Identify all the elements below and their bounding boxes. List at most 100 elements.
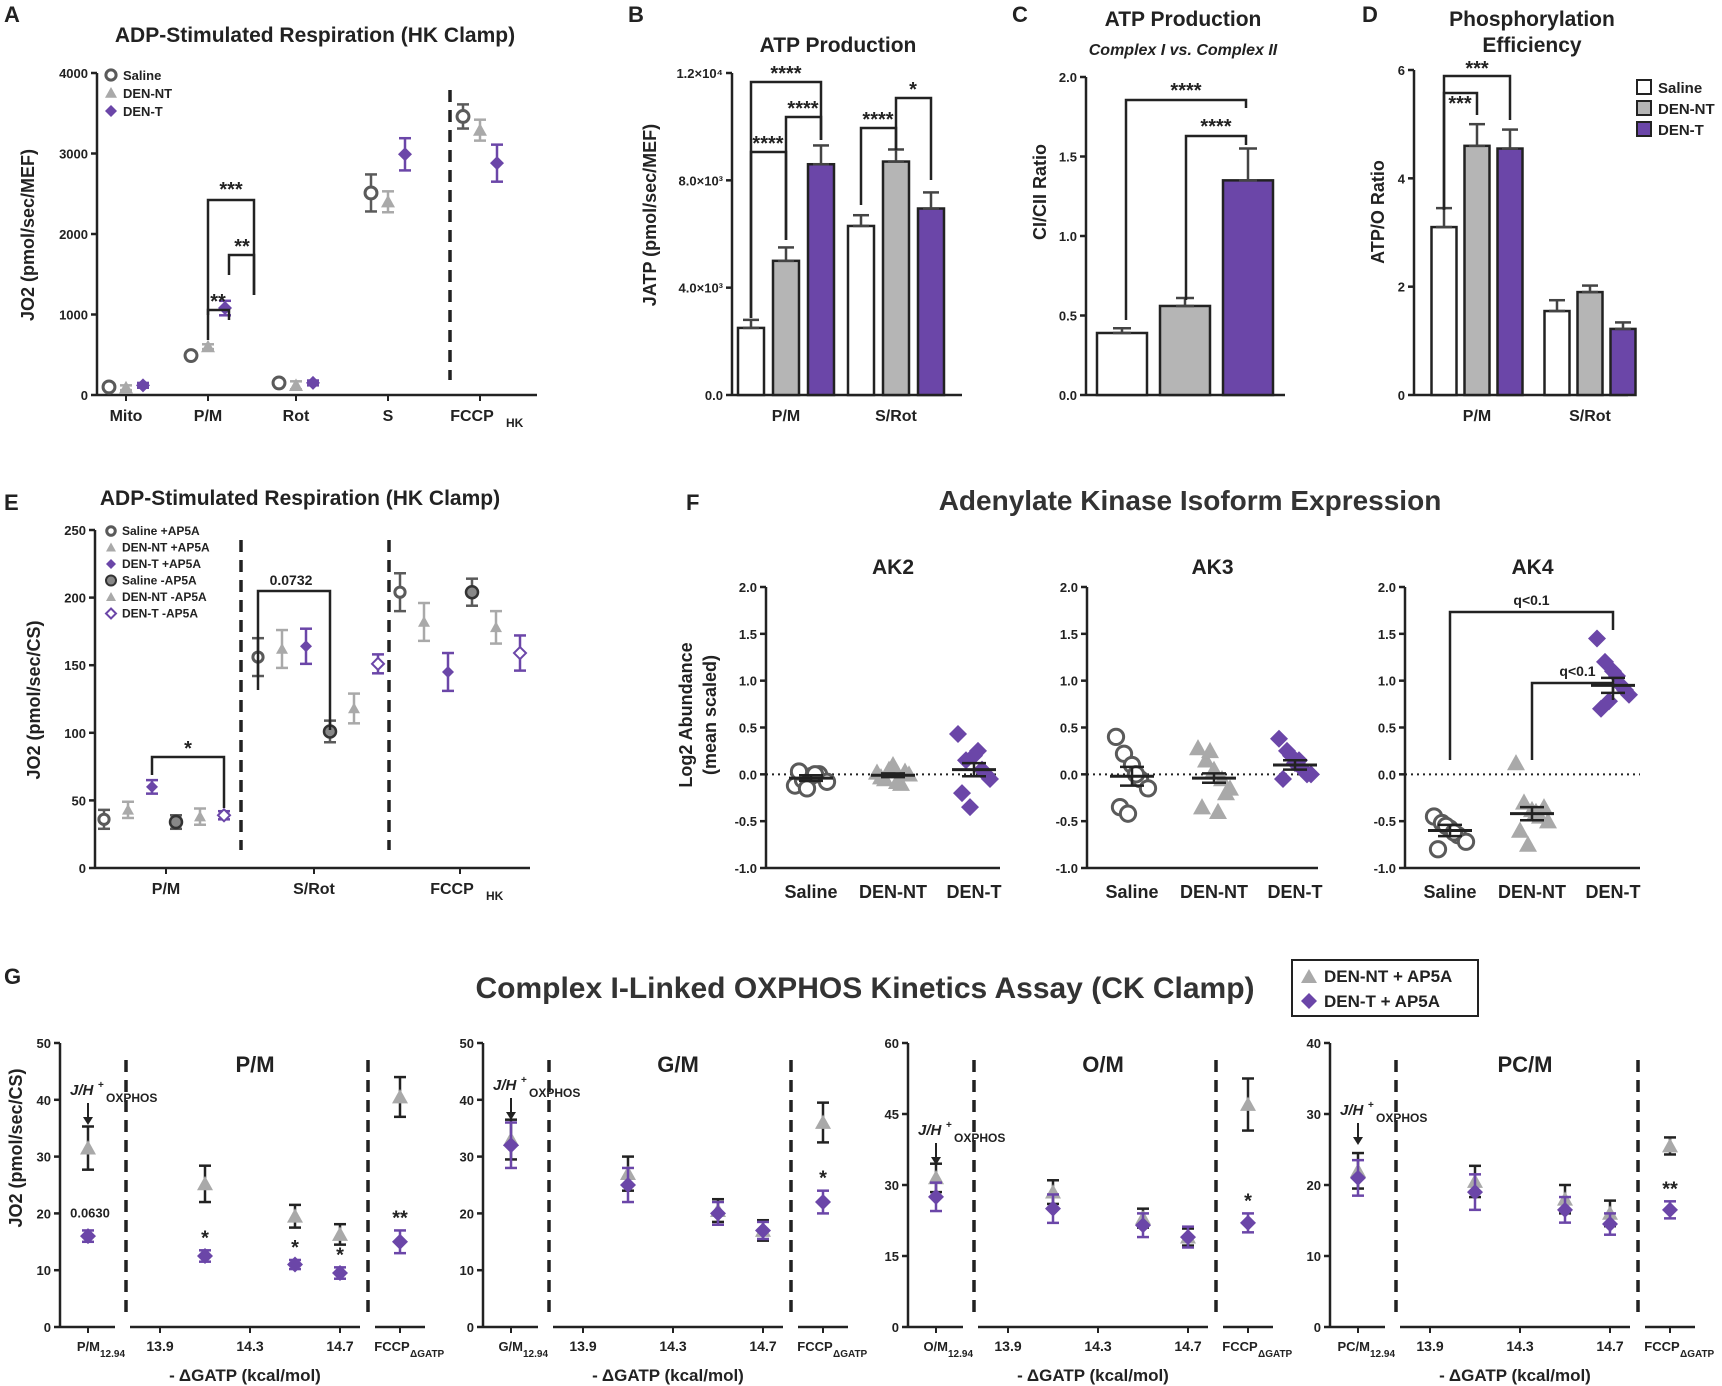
panel-e-annot: 0.0732 bbox=[270, 572, 313, 588]
panel-f-ak4-yaxis-ticklabel-2: 0.0 bbox=[1378, 767, 1396, 782]
panel-e-legend-label-2: DEN-T +AP5A bbox=[122, 557, 201, 571]
panel-c-bar-2 bbox=[1221, 179, 1275, 397]
panel-g-pcm-point-fccp-1 bbox=[1662, 1201, 1678, 1218]
panel-e-legend-label-4: DEN-NT -AP5A bbox=[122, 590, 207, 604]
panel-f-ak2-point-2-6 bbox=[961, 798, 979, 817]
panel-g-ylabel: JO2 (pmol/sec/CS) bbox=[6, 1068, 26, 1227]
panel-a-point-0-1 bbox=[183, 348, 199, 364]
panel-g-gm-point-1-0 bbox=[620, 1177, 636, 1193]
panel-f-ak3-point-1-5 bbox=[1193, 798, 1211, 815]
panel-f-ak3-yaxis-ticklabel-5: 1.5 bbox=[1060, 627, 1078, 642]
panel-b-title: ATP Production bbox=[760, 34, 917, 57]
panel-c-bar-0 bbox=[1095, 331, 1149, 397]
panel-d-bar-2-1 bbox=[1609, 327, 1637, 397]
panel-a-sig-1: ** bbox=[234, 236, 250, 258]
panel-g-pcm-jh-plus: + bbox=[1368, 1100, 1374, 1111]
panel-a-legend-marker-2 bbox=[105, 105, 117, 117]
panel-d-ylabel: ATP/O Ratio bbox=[1368, 160, 1388, 264]
panel-b-yaxis-ticklabel-2: 8.0×10³ bbox=[679, 173, 724, 188]
panel-g-pm-point-fccp-0 bbox=[392, 1088, 408, 1104]
panel-e-yaxis-ticklabel-5: 250 bbox=[64, 523, 86, 538]
panel-f-ak4-xlabel-0: Saline bbox=[1423, 882, 1476, 902]
panel-f-ak3-xlabel-0: Saline bbox=[1105, 882, 1158, 902]
panel-g-gm-title: G/M bbox=[657, 1052, 699, 1077]
panel-c-title: ATP Production bbox=[1105, 8, 1262, 31]
panel-g-gm-xticklabel-1: 14.3 bbox=[659, 1338, 686, 1354]
panel-g-pm-sig-1: * bbox=[291, 1237, 299, 1259]
panel-g-pm-fccplabel-sub: ΔGATP bbox=[410, 1349, 445, 1360]
panel-g-pm-yaxis-ticklabel-3: 30 bbox=[37, 1150, 51, 1165]
panel-f-ak3-point-1-6 bbox=[1201, 741, 1219, 759]
panel-letter-b: B bbox=[628, 2, 644, 27]
panel-e-yaxis-ticklabel-0: 0 bbox=[79, 861, 86, 876]
panel-d-legend-label-0: Saline bbox=[1658, 80, 1702, 97]
panel-g-gm-xticklabel-0: 13.9 bbox=[569, 1338, 596, 1354]
panel-g-om-jh-plus: + bbox=[946, 1120, 952, 1131]
panel-e-point-2-0 bbox=[146, 780, 158, 793]
panel-a-yaxis-ticklabel-4: 4000 bbox=[59, 66, 88, 81]
panel-f-ak2-point-2-7 bbox=[969, 741, 987, 760]
panel-b-ylabel: JATP (pmol/sec/MEF) bbox=[640, 124, 660, 306]
panel-g-pm-point-0-1 bbox=[287, 1208, 303, 1223]
panel-g-pm-sig-0: * bbox=[201, 1227, 209, 1249]
panel-f-ak4-q-1: q<0.1 bbox=[1559, 663, 1595, 679]
panel-g-pm-xlabel: - ΔGATP (kcal/mol) bbox=[169, 1366, 321, 1385]
panel-e-xlabel-2: FCCP bbox=[430, 881, 474, 898]
panel-c-bar-1 bbox=[1158, 304, 1212, 397]
panel-b-bar-0-0 bbox=[736, 326, 766, 397]
panel-c-ylabel: CI/CII Ratio bbox=[1030, 144, 1050, 240]
panel-f-ak2-yaxis-ticklabel-6: 2.0 bbox=[739, 580, 757, 595]
panel-e-point-3-2 bbox=[464, 584, 480, 600]
panel-a-sig-2: ** bbox=[210, 291, 226, 313]
panel-e-yaxis-ticklabel-2: 100 bbox=[64, 726, 86, 741]
panel-a-yaxis-ticklabel-1: 1000 bbox=[59, 308, 88, 323]
panel-e-point-1-1 bbox=[276, 642, 288, 654]
panel-g-pm-yaxis-ticklabel-1: 10 bbox=[37, 1263, 51, 1278]
panel-f-ak2-xlabel-2: DEN-T bbox=[947, 882, 1002, 902]
panel-g-om-fccplabel: FCCP bbox=[1222, 1339, 1258, 1354]
panel-g-gm-point-fccp-0 bbox=[815, 1114, 831, 1129]
panel-d-legend-label-1: DEN-NT bbox=[1658, 101, 1715, 118]
panel-g-om-title: O/M bbox=[1082, 1052, 1124, 1077]
panel-b-sig-2: **** bbox=[787, 98, 818, 120]
panel-a-point-0-3 bbox=[363, 185, 379, 201]
panel-d-legend-swatch-2 bbox=[1636, 121, 1652, 137]
panel-d-legend-swatch-0 bbox=[1636, 79, 1652, 95]
panel-f-ak4-point-1-0 bbox=[1507, 754, 1525, 771]
panel-g-om-yaxis-ticklabel-3: 45 bbox=[885, 1107, 899, 1122]
panel-f-ak3-point-1-7 bbox=[1209, 802, 1227, 819]
panel-e-point-0-0 bbox=[97, 812, 111, 826]
panel-e-point-5-2 bbox=[512, 645, 528, 661]
panel-f-ak2-yaxis-ticklabel-0: -1.0 bbox=[735, 861, 757, 876]
panel-a-point-1-3 bbox=[381, 194, 395, 208]
panel-d-yaxis-ticklabel-0: 0 bbox=[1398, 388, 1405, 403]
panel-g-pm-annot: 0.0630 bbox=[70, 1205, 110, 1220]
panel-f-ak4-bracket-1 bbox=[1530, 681, 1615, 760]
panel-f-ak2-yaxis-ticklabel-2: 0.0 bbox=[739, 767, 757, 782]
panel-g-pm-point-start-1 bbox=[80, 1228, 96, 1245]
panel-g-om-xlabel: - ΔGATP (kcal/mol) bbox=[1017, 1366, 1169, 1385]
panel-g-pm-jh-plus: + bbox=[98, 1080, 104, 1091]
panel-f-ak4-point-0-5 bbox=[1428, 840, 1448, 859]
panel-d-sig-1: *** bbox=[1465, 58, 1489, 80]
panel-g-legend: DEN-NT + AP5A DEN-T + AP5A bbox=[1291, 959, 1479, 1017]
panel-a-point-0-0 bbox=[101, 379, 117, 395]
panel-letter-g: G bbox=[4, 964, 21, 989]
panel-d-xlabel-1: S/Rot bbox=[1569, 408, 1611, 425]
panel-a-xlabel-sub-4: HK bbox=[506, 416, 524, 430]
panel-g-om-yaxis-ticklabel-0: 0 bbox=[892, 1320, 899, 1335]
panel-e-yaxis-ticklabel-1: 50 bbox=[72, 793, 86, 808]
panel-e-legend-label-5: DEN-T -AP5A bbox=[122, 607, 198, 621]
panel-g-pm-jh-label: J/H bbox=[70, 1082, 95, 1099]
panel-b-bar-2-0 bbox=[806, 162, 836, 397]
panel-f-ak4-yaxis-ticklabel-0: -1.0 bbox=[1374, 861, 1396, 876]
panel-b-sig-1: **** bbox=[770, 63, 801, 85]
panel-e-point-4-0 bbox=[194, 810, 206, 822]
panel-c-yaxis-ticklabel-1: 0.5 bbox=[1059, 309, 1077, 324]
panel-a-point-0-2 bbox=[271, 375, 287, 391]
panel-f-ak3-yaxis-ticklabel-3: 0.5 bbox=[1060, 721, 1078, 736]
panel-g-pm-point-0-0 bbox=[197, 1175, 213, 1191]
panel-f-ak3-yaxis-ticklabel-4: 1.0 bbox=[1060, 674, 1078, 689]
panel-c-yaxis-ticklabel-3: 1.5 bbox=[1059, 150, 1077, 165]
panel-d-bracket-1 bbox=[1442, 74, 1512, 210]
